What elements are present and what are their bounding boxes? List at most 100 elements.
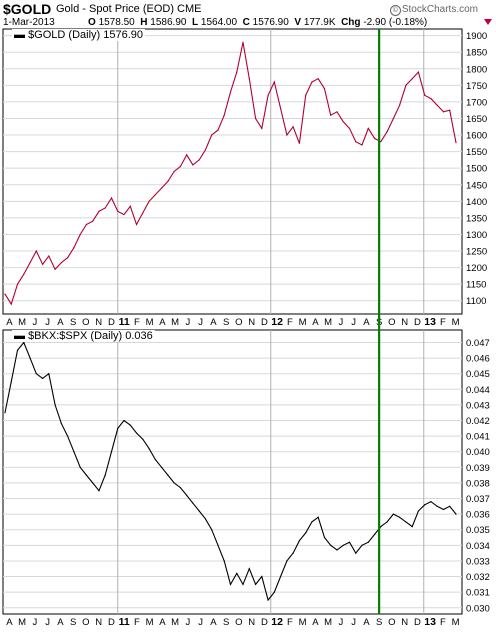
x-tick-label: M (18, 317, 26, 328)
data-point (173, 482, 175, 484)
x-tick-label: N (401, 617, 408, 628)
data-point (336, 111, 338, 113)
data-point (123, 213, 125, 216)
data-point (79, 466, 81, 468)
data-point (104, 207, 106, 209)
x-tick-label: O (82, 617, 89, 628)
data-point (436, 104, 438, 106)
x-tick-label: M (452, 317, 460, 328)
data-point (305, 532, 307, 534)
data-point (186, 154, 188, 156)
x-tick-label: J (33, 617, 38, 628)
data-point (16, 349, 19, 351)
data-point (342, 544, 344, 546)
y-tick-label: 1850 (466, 48, 487, 59)
x-tick-label: F (134, 617, 140, 628)
x-tick-label: J (45, 617, 50, 628)
y-tick-label: 1200 (466, 263, 487, 274)
data-point (179, 165, 181, 168)
y-tick-label: 0.040 (466, 447, 490, 458)
y-tick-label: 0.031 (466, 588, 490, 599)
data-point (336, 549, 338, 551)
data-point (48, 373, 50, 375)
data-point (110, 197, 113, 199)
y-tick-label: 1900 (466, 31, 487, 42)
x-tick-label: A (363, 617, 370, 628)
x-tick-label: N (401, 317, 408, 328)
data-point (455, 513, 457, 515)
high-value: 1586.90 (150, 17, 187, 28)
data-point (198, 510, 200, 512)
x-tick-label: 13 (424, 616, 436, 628)
y-tick-label: 1800 (466, 64, 487, 75)
ratio-panel-title: $BKX:$SPX (Daily) 0.036 (28, 330, 153, 342)
y-tick-label: 0.045 (466, 369, 490, 380)
data-point (348, 127, 351, 130)
data-point (154, 458, 156, 461)
x-tick-label: A (210, 317, 217, 328)
panel-frame (2, 28, 463, 315)
data-point (85, 474, 88, 476)
data-point (123, 419, 125, 422)
x-tick-label: O (82, 317, 89, 328)
x-tick-label: J (186, 617, 191, 628)
data-point (323, 536, 326, 539)
x-tick-label: 12 (271, 616, 283, 628)
data-point (392, 117, 394, 120)
ohlc-line: O 1578.50 H 1586.90 L 1564.00 C 1576.90 … (88, 17, 427, 28)
data-point (211, 134, 213, 136)
data-point (386, 521, 388, 523)
data-point (198, 159, 200, 161)
data-point (204, 518, 207, 520)
x-tick-label: J (351, 317, 356, 328)
data-point (67, 257, 69, 259)
data-point (223, 560, 225, 562)
brand-text: StockCharts.com (401, 4, 478, 15)
y-tick-label: 0.041 (466, 432, 490, 443)
data-point (4, 293, 6, 295)
low-label: L (192, 17, 199, 28)
x-tick-label: M (452, 617, 460, 628)
x-tick-label: J (339, 317, 344, 328)
volume-value: 177.9K (303, 17, 336, 28)
data-point (424, 504, 426, 506)
x-tick-label: J (186, 317, 191, 328)
close-label: C (242, 17, 250, 28)
data-point (192, 164, 194, 166)
close-value: 1576.90 (252, 17, 289, 28)
data-point (286, 560, 288, 562)
data-point (367, 127, 369, 130)
y-tick-label: 1400 (466, 197, 487, 208)
x-tick-label: A (6, 617, 13, 628)
data-point (29, 357, 31, 359)
gold-panel-title: $GOLD (Daily) 1576.90 (28, 29, 144, 41)
x-tick-label: D (261, 617, 268, 628)
data-point (442, 508, 445, 511)
data-point (236, 71, 238, 73)
data-point (98, 210, 100, 212)
instrument-name: Gold - Spot Price (EOD) CME (56, 3, 202, 15)
y-tick-label: 0.043 (466, 400, 490, 411)
y-tick-label: 0.032 (466, 572, 490, 583)
copyright-icon: © (389, 5, 401, 16)
data-point (399, 516, 401, 518)
data-point (154, 194, 156, 196)
data-point (160, 466, 163, 468)
x-tick-label: A (363, 317, 370, 328)
brand-link[interactable]: © StockCharts.com (389, 4, 478, 16)
x-tick-label: A (312, 317, 319, 328)
data-point (85, 223, 88, 226)
data-point (173, 170, 175, 173)
data-point (16, 283, 19, 285)
x-tick-label: M (171, 617, 179, 628)
y-tick-label: 1150 (466, 280, 486, 291)
y-tick-label: 1600 (466, 131, 487, 142)
data-point (129, 205, 131, 207)
data-point (311, 521, 313, 523)
data-point (355, 141, 357, 143)
data-point (73, 451, 75, 453)
x-tick-label: D (108, 617, 115, 628)
data-point (35, 373, 37, 375)
data-point (98, 490, 100, 492)
